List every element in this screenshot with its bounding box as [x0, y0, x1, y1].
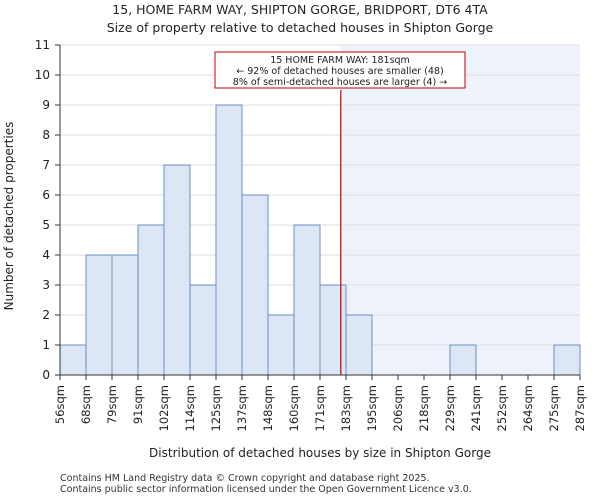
x-tick-label: 218sqm — [417, 385, 431, 431]
y-axis-label: Number of detached properties — [2, 122, 16, 311]
bar — [111, 254, 139, 376]
x-tick-label: 91sqm — [131, 385, 145, 424]
bar — [241, 194, 269, 376]
y-tick-label: 1 — [42, 338, 50, 352]
footer-copyright: Contains HM Land Registry data © Crown c… — [60, 473, 430, 484]
y-tick-label: 8 — [42, 128, 50, 142]
x-tick-label: 68sqm — [79, 385, 93, 424]
bar — [189, 284, 217, 376]
y-tick-label: 4 — [42, 248, 50, 262]
x-tick-label: 148sqm — [261, 385, 275, 431]
annotation-line-3: 8% of semi-detached houses are larger (4… — [233, 77, 447, 88]
x-tick-label: 102sqm — [157, 385, 171, 431]
bar — [553, 344, 581, 376]
y-tick-label: 6 — [42, 188, 50, 202]
x-tick-label: 275sqm — [547, 385, 561, 431]
x-tick-label: 252sqm — [495, 385, 509, 431]
bar — [137, 224, 165, 376]
y-tick-label: 10 — [35, 68, 50, 82]
bar — [85, 254, 113, 376]
footer-licence: Contains public sector information licen… — [60, 484, 472, 495]
x-tick-label: 287sqm — [573, 385, 587, 431]
chart-title: 15, HOME FARM WAY, SHIPTON GORGE, BRIDPO… — [112, 2, 488, 17]
shaded-region — [340, 45, 580, 375]
annotation-box — [214, 51, 466, 89]
x-tick-label: 264sqm — [521, 385, 535, 431]
y-tick-label: 2 — [42, 308, 50, 322]
bar — [449, 344, 477, 376]
annotation-line-1: 15 HOME FARM WAY: 181sqm — [270, 55, 410, 66]
bar — [163, 164, 191, 376]
bar — [319, 284, 347, 376]
annotation-line-2: ← 92% of detached houses are smaller (48… — [236, 66, 443, 77]
x-tick-label: 171sqm — [313, 385, 327, 431]
x-tick-label: 125sqm — [209, 385, 223, 431]
x-tick-label: 206sqm — [391, 385, 405, 431]
x-tick-label: 79sqm — [105, 385, 119, 424]
x-tick-label: 241sqm — [469, 385, 483, 431]
y-tick-label: 11 — [35, 38, 50, 52]
y-tick-label: 5 — [42, 218, 50, 232]
bar — [215, 104, 243, 376]
x-axis-label: Distribution of detached houses by size … — [149, 446, 491, 460]
bar — [59, 344, 87, 376]
x-tick-label: 56sqm — [53, 385, 67, 424]
chart-subtitle: Size of property relative to detached ho… — [106, 20, 494, 35]
x-tick-label: 114sqm — [183, 385, 197, 431]
x-tick-label: 183sqm — [339, 385, 353, 431]
y-tick-label: 7 — [42, 158, 50, 172]
y-tick-label: 0 — [42, 368, 50, 382]
bar — [267, 314, 295, 376]
y-tick-label: 3 — [42, 278, 50, 292]
x-tick-label: 195sqm — [365, 385, 379, 431]
bar — [293, 224, 321, 376]
x-tick-label: 160sqm — [287, 385, 301, 431]
x-tick-label: 229sqm — [443, 385, 457, 431]
y-tick-label: 9 — [42, 98, 50, 112]
bar — [345, 314, 373, 376]
x-tick-label: 137sqm — [235, 385, 249, 431]
